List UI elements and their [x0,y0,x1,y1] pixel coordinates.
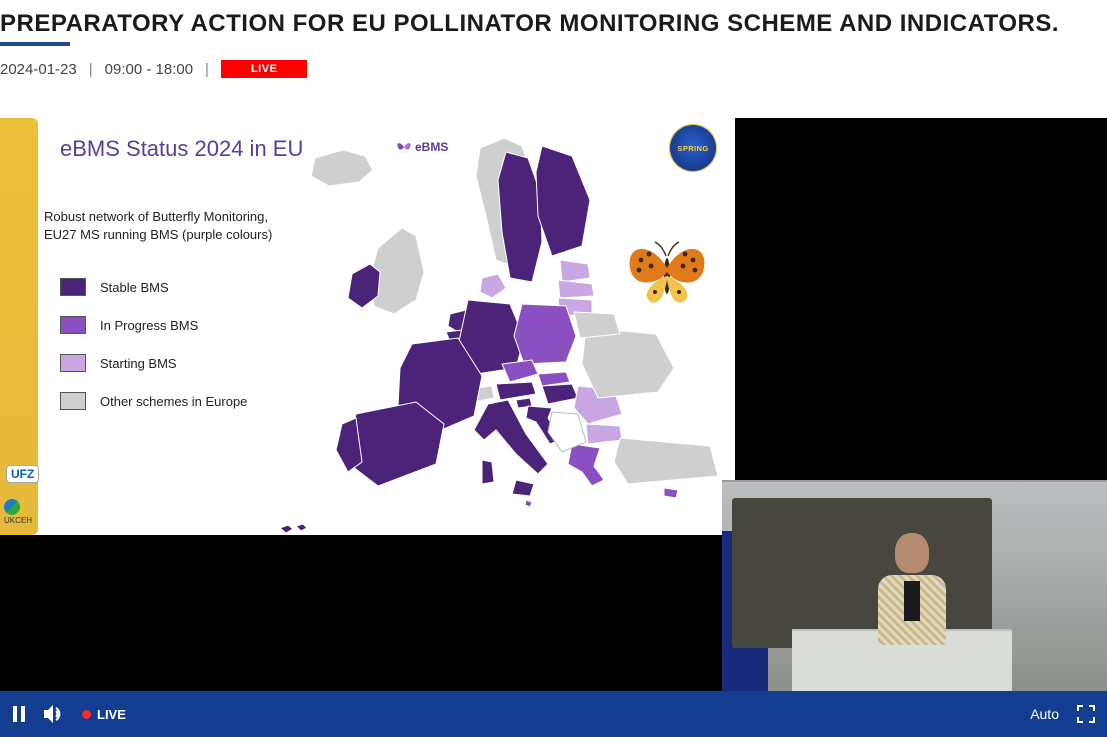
speaker-camera-pip[interactable] [722,480,1107,691]
legend-swatch [60,278,86,296]
legend-swatch [60,392,86,410]
live-indicator[interactable]: LIVE [82,707,126,722]
country-latvia [558,280,594,298]
legend-label: Other schemes in Europe [100,394,247,409]
legend-item-starting: Starting BMS [60,354,247,372]
country-by [574,312,620,338]
meta-row: 2024-01-23 | 09:00 - 18:00 | LIVE [0,60,1107,78]
presentation-slide: eBMS Status 2024 in EU Robust network of… [0,118,735,535]
country-mt [525,500,532,507]
butterfly-image [621,238,713,308]
legend: Stable BMS In Progress BMS Starting BMS … [60,278,247,430]
legend-item-stable: Stable BMS [60,278,247,296]
live-badge: LIVE [221,60,307,78]
slide-subtitle: Robust network of Butterfly Monitoring, … [44,208,272,243]
legend-label: Stable BMS [100,280,169,295]
country-cy [664,488,678,498]
country-denmark [480,274,506,298]
legend-label: In Progress BMS [100,318,198,333]
live-dot-icon [82,710,91,719]
country-canaries [280,524,307,533]
pause-icon [12,706,26,722]
background-panel [732,498,992,648]
legend-label: Starting BMS [100,356,177,371]
pause-button[interactable] [12,706,26,722]
separator: | [89,61,93,78]
country-cz [502,360,538,382]
legend-swatch [60,354,86,372]
country-sk [538,372,570,386]
country-bg [586,424,622,444]
country-ua [582,328,674,398]
country-it-sicily [512,480,534,496]
separator: | [205,61,209,78]
title-underline [0,42,70,46]
page-title: PREPARATORY ACTION FOR EU POLLINATOR MON… [0,10,1059,38]
fullscreen-icon [1077,705,1095,723]
legend-swatch [60,316,86,334]
volume-icon [44,705,64,723]
video-player[interactable]: eBMS Status 2024 in EU Robust network of… [0,118,1107,737]
map-svg [260,128,730,533]
europe-map [260,128,730,533]
country-iceland [311,150,373,186]
country-estonia [560,260,590,282]
quality-selector[interactable]: Auto [1030,706,1059,722]
player-control-bar: LIVE Auto [0,691,1107,737]
fullscreen-button[interactable] [1077,705,1095,723]
country-gr [568,444,604,486]
country-at [496,382,536,400]
ukceh-logo: UKCEH [4,499,32,525]
legend-item-progress: In Progress BMS [60,316,247,334]
country-hu [542,384,578,404]
event-time: 09:00 - 18:00 [105,61,193,78]
country-tr [614,438,718,484]
legend-item-other: Other schemes in Europe [60,392,247,410]
country-it-sardinia [482,460,494,484]
speaker [872,533,952,653]
live-label: LIVE [97,707,126,722]
volume-button[interactable] [44,705,64,723]
country-pl [514,304,576,364]
event-date: 2024-01-23 [0,61,77,78]
ufz-logo: UFZ [6,465,39,483]
country-finland [536,146,590,256]
